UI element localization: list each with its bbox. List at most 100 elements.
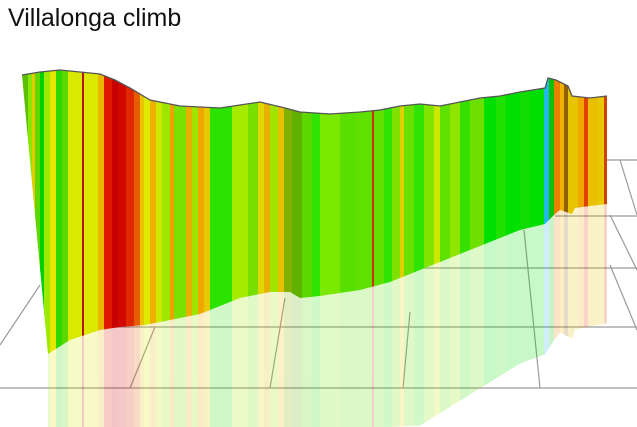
gradient-stripe: [204, 70, 211, 354]
gradient-stripe: [496, 70, 507, 354]
gradient-stripe: [604, 204, 607, 427]
gradient-stripe: [374, 70, 385, 354]
gradient-stripe: [520, 204, 531, 427]
grid-line: [129, 326, 156, 389]
gradient-stripe: [62, 70, 69, 354]
gradient-stripe: [40, 70, 45, 354]
gradient-stripe: [356, 70, 373, 354]
gradient-stripe: [564, 70, 569, 354]
gradient-stripe: [450, 70, 461, 354]
gradient-stripe: [414, 70, 425, 354]
gradient-stripe: [340, 70, 357, 354]
gradient-stripe: [126, 70, 135, 354]
gradient-stripe: [264, 70, 271, 354]
grid-line: [619, 159, 637, 216]
gradient-stripe: [270, 70, 279, 354]
gradient-stripe: [470, 204, 485, 427]
gradient-stripe: [140, 70, 145, 354]
gradient-stripe: [554, 204, 561, 427]
gradient-stripe: [424, 70, 435, 354]
gradient-stripe: [278, 70, 285, 354]
gradient-stripe: [424, 204, 435, 427]
gradient-stripe: [258, 204, 265, 427]
gradient-stripe: [554, 70, 561, 354]
gradient-stripe: [588, 204, 599, 427]
gradient-stripe: [598, 204, 605, 427]
gradient-stripe: [484, 204, 497, 427]
gradient-stripe: [460, 70, 471, 354]
gradient-stripe: [264, 204, 271, 427]
gradient-stripe: [400, 70, 405, 354]
gradient-stripe: [434, 204, 441, 427]
gradient-stripe: [192, 70, 199, 354]
gradient-stripe: [112, 70, 119, 354]
gradient-stripe: [404, 70, 415, 354]
gradient-stripe: [544, 70, 550, 354]
gradient-stripe: [134, 70, 141, 354]
gradient-stripe: [320, 70, 341, 354]
gradient-stripe: [284, 204, 293, 427]
gradient-stripe: [312, 70, 321, 354]
gradient-stripe: [284, 70, 293, 354]
grid-line: [523, 229, 541, 389]
gradient-stripe: [28, 0, 33, 427]
gradient-stripe: [232, 70, 249, 354]
gradient-stripe: [156, 70, 163, 354]
gradient-stripe: [82, 70, 85, 354]
gradient-stripe: [174, 70, 187, 354]
gradient-stripe: [544, 204, 550, 427]
gradient-stripe: [248, 204, 259, 427]
gradient-stripe: [150, 70, 157, 354]
gradient-stripe: [98, 70, 105, 354]
gradient-stripe: [440, 204, 451, 427]
gradient-stripe: [292, 204, 303, 427]
gradient-stripe: [584, 204, 589, 427]
gradient-stripe: [248, 70, 259, 354]
gradient-stripe: [372, 70, 375, 354]
gradient-stripe: [564, 204, 569, 427]
gradient-stripe: [292, 70, 303, 354]
gradient-stripe: [198, 70, 205, 354]
gradient-stripe: [374, 204, 385, 427]
gradient-stripe: [162, 70, 171, 354]
gradient-stripe: [549, 70, 555, 354]
gradient-stripe: [496, 204, 507, 427]
gradient-stripe: [270, 204, 279, 427]
gradient-stripe: [392, 204, 401, 427]
gradient-stripe: [118, 70, 127, 354]
gradient-stripe: [104, 70, 113, 354]
gradient-stripe: [440, 70, 451, 354]
gradient-stripe: [302, 204, 313, 427]
gradient-stripe: [404, 204, 415, 427]
gradient-stripe: [186, 70, 193, 354]
grid-line: [269, 297, 286, 389]
gradient-stripe: [400, 204, 405, 427]
gradient-stripe: [414, 204, 425, 427]
chart-title: Villalonga climb: [8, 4, 182, 32]
gradient-stripe: [384, 70, 393, 354]
gradient-stripe: [302, 70, 313, 354]
gradient-stripe: [384, 204, 393, 427]
gradient-stripe: [170, 70, 175, 354]
gradient-stripe: [204, 204, 211, 427]
gradient-stripe: [258, 70, 265, 354]
gradient-stripe: [50, 70, 57, 354]
profile-top-edge: [21, 69, 608, 115]
gradient-stripe: [198, 204, 205, 427]
gradient-stripe: [22, 0, 29, 427]
grid-line: [402, 311, 411, 389]
gradient-stripe: [560, 204, 565, 427]
grid-line: [609, 214, 637, 271]
gradient-stripe: [568, 204, 579, 427]
gradient-stripe: [392, 70, 401, 354]
gradient-stripe: [520, 70, 531, 354]
gradient-stripe: [144, 70, 151, 354]
gradient-stripe: [278, 204, 285, 427]
gradient-stripe: [22, 70, 29, 354]
gradient-stripe: [68, 70, 83, 354]
gradient-stripe: [84, 70, 99, 354]
grid-line: [609, 264, 637, 331]
gradient-stripe: [434, 70, 441, 354]
gradient-stripe: [210, 70, 233, 354]
